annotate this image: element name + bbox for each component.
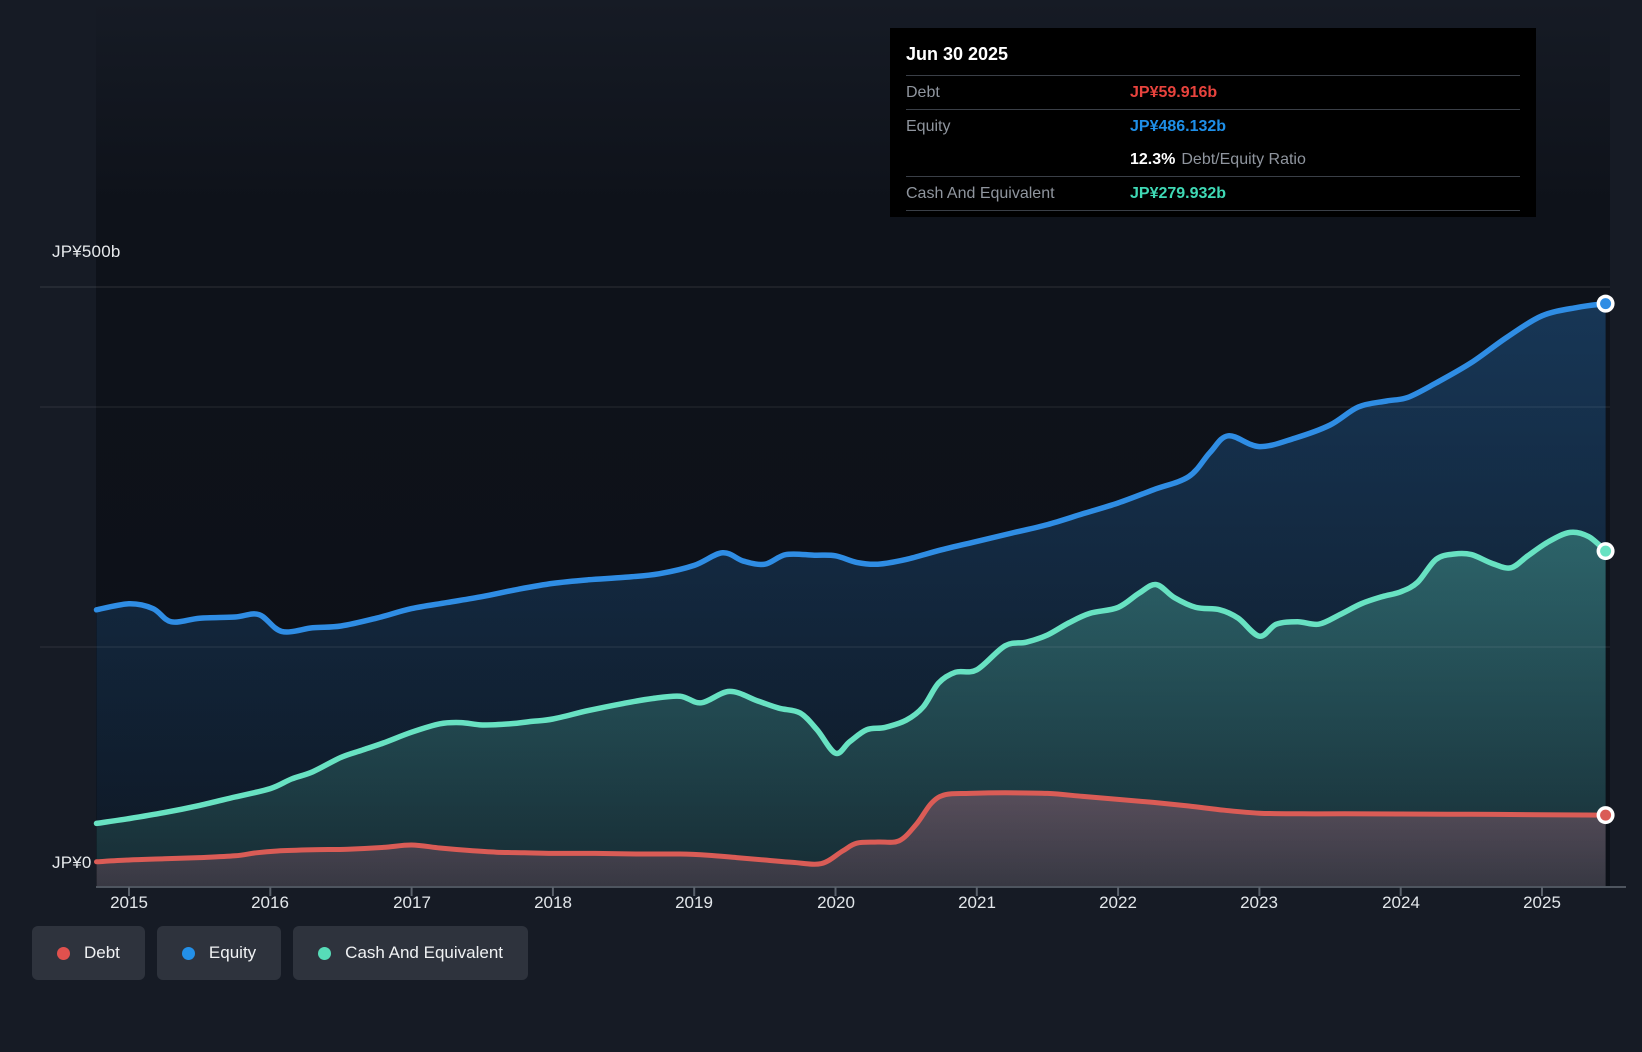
x-axis-label-2018: 2018	[534, 893, 572, 912]
x-axis-label-2025: 2025	[1523, 893, 1561, 912]
y-axis-label-500b: JP¥500b	[52, 242, 121, 261]
gridlines	[40, 286, 1610, 648]
cash-endpoint-dot	[1600, 545, 1612, 557]
debt-area-fill	[96, 792, 1606, 887]
tooltip-row-ratio: 12.3% Debt/Equity Ratio	[906, 143, 1520, 177]
tooltip-row-cash: Cash And Equivalent JP¥279.932b	[906, 177, 1520, 211]
tooltip-ratio-value: 12.3%	[1130, 150, 1176, 168]
x-axis-label-2021: 2021	[958, 893, 996, 912]
legend-equity-label: Equity	[208, 943, 257, 962]
cash-dot-icon	[318, 946, 332, 960]
y-axis-label-0: JP¥0	[52, 853, 92, 872]
legend-item-equity[interactable]: Equity	[156, 926, 282, 980]
x-axis-ticks	[128, 887, 1543, 896]
equity-line	[93, 300, 1609, 635]
x-axis-label-2020: 2020	[817, 893, 855, 912]
tooltip-row-debt: Debt JP¥59.916b	[906, 76, 1520, 110]
equity-endpoint-dot	[1600, 298, 1612, 310]
legend-item-cash[interactable]: Cash And Equivalent	[293, 926, 529, 980]
tooltip-equity-label: Equity	[906, 117, 951, 135]
cash-line	[93, 529, 1609, 827]
series-fills	[96, 303, 1606, 888]
tooltip-cash-value: JP¥279.932b	[1130, 184, 1227, 202]
series-lines	[93, 300, 1609, 867]
x-axis-label-2015: 2015	[110, 893, 148, 912]
tooltip-equity-value: JP¥486.132b	[1130, 117, 1227, 135]
x-axis-label-2023: 2023	[1240, 893, 1278, 912]
tooltip-debt-value: JP¥59.916b	[1130, 83, 1218, 101]
x-axis-label-2017: 2017	[393, 893, 431, 912]
debt-line	[94, 790, 1609, 867]
endpoint-markers	[1596, 294, 1615, 825]
tooltip-cash-label: Cash And Equivalent	[906, 184, 1055, 202]
x-axis-label-2022: 2022	[1099, 893, 1137, 912]
tooltip-debt-label: Debt	[906, 83, 940, 101]
tooltip-row-equity: Equity JP¥486.132b	[906, 110, 1520, 143]
tooltip-ratio-label: Debt/Equity Ratio	[1181, 150, 1306, 168]
legend-debt-label: Debt	[84, 943, 120, 962]
cash-area-fill	[96, 532, 1606, 887]
legend-item-debt[interactable]: Debt	[32, 926, 145, 980]
hover-tooltip: Jun 30 2025 Debt JP¥59.916b Equity JP¥48…	[890, 28, 1536, 217]
x-axis-label-2024: 2024	[1382, 893, 1420, 912]
x-axis-label-2016: 2016	[251, 893, 289, 912]
x-axis-label-2019: 2019	[675, 893, 713, 912]
debt-endpoint-dot	[1600, 809, 1612, 821]
debt-dot-icon	[57, 946, 70, 960]
equity-dot-icon	[181, 946, 195, 960]
legend-cash-label: Cash And Equivalent	[345, 943, 504, 962]
chart-legend: Debt Equity Cash And Equivalent	[32, 926, 529, 980]
tooltip-date: Jun 30 2025	[906, 40, 1520, 76]
